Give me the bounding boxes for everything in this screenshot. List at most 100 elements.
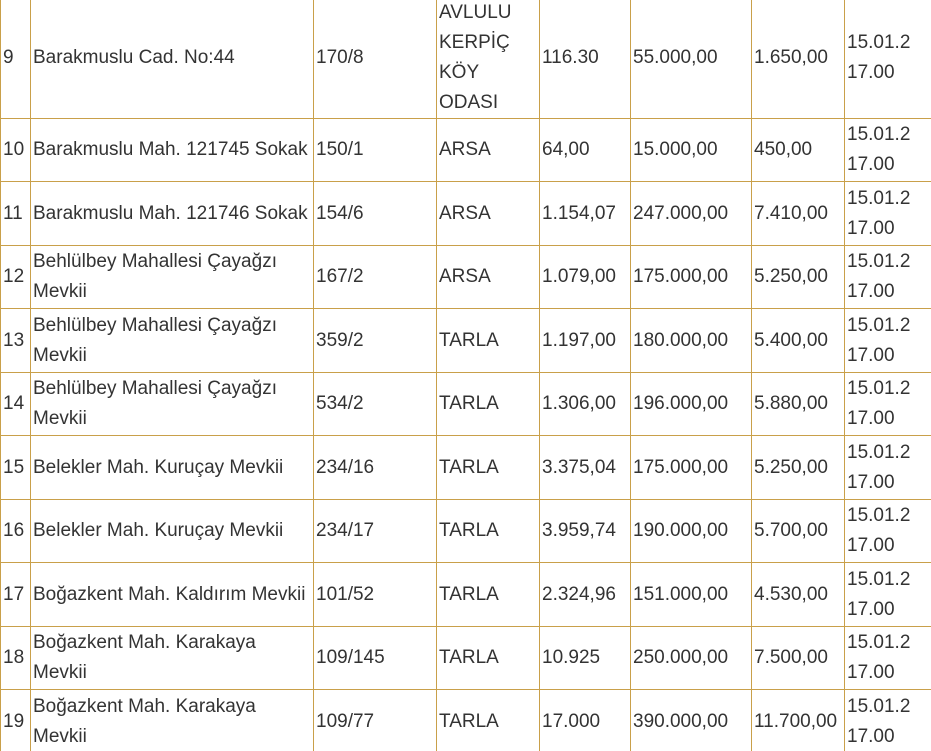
- price-cell: 175.000,00: [630, 435, 752, 500]
- deposit-cell: 7.410,00: [751, 181, 845, 246]
- area-cell: 1.197,00: [539, 308, 631, 373]
- property-type-cell: TARLA: [436, 308, 540, 373]
- row-number: 16: [0, 499, 31, 563]
- address-cell: Barakmuslu Cad. No:44: [30, 0, 314, 119]
- row-number: 11: [0, 181, 31, 246]
- price-cell: 190.000,00: [630, 499, 752, 563]
- price-cell: 247.000,00: [630, 181, 752, 246]
- address-cell: Boğazkent Mah. Karakaya Mevkii: [30, 626, 314, 690]
- row-number: 10: [0, 118, 31, 182]
- property-type-cell: ARSA: [436, 181, 540, 246]
- auction-time: 17.00: [847, 62, 895, 83]
- row-number: 9: [0, 0, 31, 119]
- parcel-cell: 150/1: [313, 118, 437, 182]
- address-cell: Behlülbey Mahallesi Çayağzı Mevkii: [30, 372, 314, 436]
- table-row: 12 Behlülbey Mahallesi Çayağzı Mevkii 16…: [0, 245, 931, 309]
- deposit-cell: 4.530,00: [751, 562, 845, 627]
- auction-date: 15.01.2: [847, 251, 911, 272]
- area-cell: 10.925: [539, 626, 631, 690]
- price-cell: 390.000,00: [630, 689, 752, 751]
- table-row: 9 Barakmuslu Cad. No:44 170/8 AVLULU KER…: [0, 0, 931, 119]
- table-row: 14 Behlülbey Mahallesi Çayağzı Mevkii 53…: [0, 372, 931, 436]
- auction-time: 17.00: [847, 408, 895, 429]
- row-number: 12: [0, 245, 31, 309]
- price-cell: 55.000,00: [630, 0, 752, 119]
- deposit-cell: 450,00: [751, 118, 845, 182]
- row-number: 18: [0, 626, 31, 690]
- parcel-cell: 167/2: [313, 245, 437, 309]
- parcel-cell: 534/2: [313, 372, 437, 436]
- table-row: 17 Boğazkent Mah. Kaldırım Mevkii 101/52…: [0, 562, 931, 627]
- table-row: 16 Belekler Mah. Kuruçay Mevkii 234/17 T…: [0, 499, 931, 563]
- area-cell: 1.306,00: [539, 372, 631, 436]
- parcel-cell: 109/77: [313, 689, 437, 751]
- deposit-cell: 5.700,00: [751, 499, 845, 563]
- auction-date: 15.01.2: [847, 314, 911, 336]
- auction-date: 15.01.2: [847, 568, 911, 590]
- property-type-cell: TARLA: [436, 562, 540, 627]
- datetime-cell: 15.01.2 17.00: [844, 245, 931, 309]
- datetime-cell: 15.01.2 17.00: [844, 562, 931, 627]
- price-cell: 151.000,00: [630, 562, 752, 627]
- address-cell: Barakmuslu Mah. 121745 Sokak: [30, 118, 314, 182]
- address-cell: Behlülbey Mahallesi Çayağzı Mevkii: [30, 308, 314, 373]
- area-cell: 116.30: [539, 0, 631, 119]
- datetime-cell: 15.01.2 17.00: [844, 435, 931, 500]
- address-cell: Belekler Mah. Kuruçay Mevkii: [30, 435, 314, 500]
- datetime-cell: 15.01.2 17.00: [844, 626, 931, 690]
- price-cell: 196.000,00: [630, 372, 752, 436]
- auction-date: 15.01.2: [847, 378, 911, 399]
- deposit-cell: 5.250,00: [751, 435, 845, 500]
- property-type-cell: TARLA: [436, 689, 540, 751]
- datetime-cell: 15.01.2 17.00: [844, 372, 931, 436]
- row-number: 19: [0, 689, 31, 751]
- auction-date: 15.01.2: [847, 441, 911, 463]
- deposit-cell: 1.650,00: [751, 0, 845, 119]
- auction-time: 17.00: [847, 281, 895, 302]
- address-cell: Boğazkent Mah. Kaldırım Mevkii: [30, 562, 314, 627]
- property-type-cell: AVLULU KERPİÇ KÖY ODASI: [436, 0, 540, 119]
- address-cell: Barakmuslu Mah. 121746 Sokak: [30, 181, 314, 246]
- address-cell: Boğazkent Mah. Karakaya Mevkii: [30, 689, 314, 751]
- parcel-cell: 170/8: [313, 0, 437, 119]
- table-row: 10 Barakmuslu Mah. 121745 Sokak 150/1 AR…: [0, 118, 931, 182]
- parcel-cell: 109/145: [313, 626, 437, 690]
- area-cell: 17.000: [539, 689, 631, 751]
- address-cell: Belekler Mah. Kuruçay Mevkii: [30, 499, 314, 563]
- parcel-cell: 234/17: [313, 499, 437, 563]
- auction-date: 15.01.2: [847, 187, 911, 209]
- parcel-cell: 234/16: [313, 435, 437, 500]
- auction-date: 15.01.2: [847, 32, 911, 53]
- deposit-cell: 7.500,00: [751, 626, 845, 690]
- auction-date: 15.01.2: [847, 124, 911, 145]
- datetime-cell: 15.01.2 17.00: [844, 689, 931, 751]
- price-cell: 180.000,00: [630, 308, 752, 373]
- address-cell: Behlülbey Mahallesi Çayağzı Mevkii: [30, 245, 314, 309]
- property-type-cell: ARSA: [436, 118, 540, 182]
- area-cell: 3.375,04: [539, 435, 631, 500]
- area-cell: 2.324,96: [539, 562, 631, 627]
- table-row: 13 Behlülbey Mahallesi Çayağzı Mevkii 35…: [0, 308, 931, 373]
- area-cell: 3.959,74: [539, 499, 631, 563]
- deposit-cell: 11.700,00: [751, 689, 845, 751]
- auction-time: 17.00: [847, 725, 895, 747]
- auction-date: 15.01.2: [847, 695, 911, 717]
- auction-time: 17.00: [847, 344, 895, 366]
- auction-time: 17.00: [847, 217, 895, 239]
- table-row: 15 Belekler Mah. Kuruçay Mevkii 234/16 T…: [0, 435, 931, 500]
- property-type-cell: TARLA: [436, 372, 540, 436]
- datetime-cell: 15.01.2 17.00: [844, 499, 931, 563]
- property-type-cell: TARLA: [436, 626, 540, 690]
- area-cell: 1.079,00: [539, 245, 631, 309]
- row-number: 15: [0, 435, 31, 500]
- area-cell: 1.154,07: [539, 181, 631, 246]
- datetime-cell: 15.01.2 17.00: [844, 0, 931, 119]
- deposit-cell: 5.880,00: [751, 372, 845, 436]
- table-row: 18 Boğazkent Mah. Karakaya Mevkii 109/14…: [0, 626, 931, 690]
- price-cell: 175.000,00: [630, 245, 752, 309]
- deposit-cell: 5.400,00: [751, 308, 845, 373]
- auction-time: 17.00: [847, 535, 895, 556]
- auction-time: 17.00: [847, 154, 895, 175]
